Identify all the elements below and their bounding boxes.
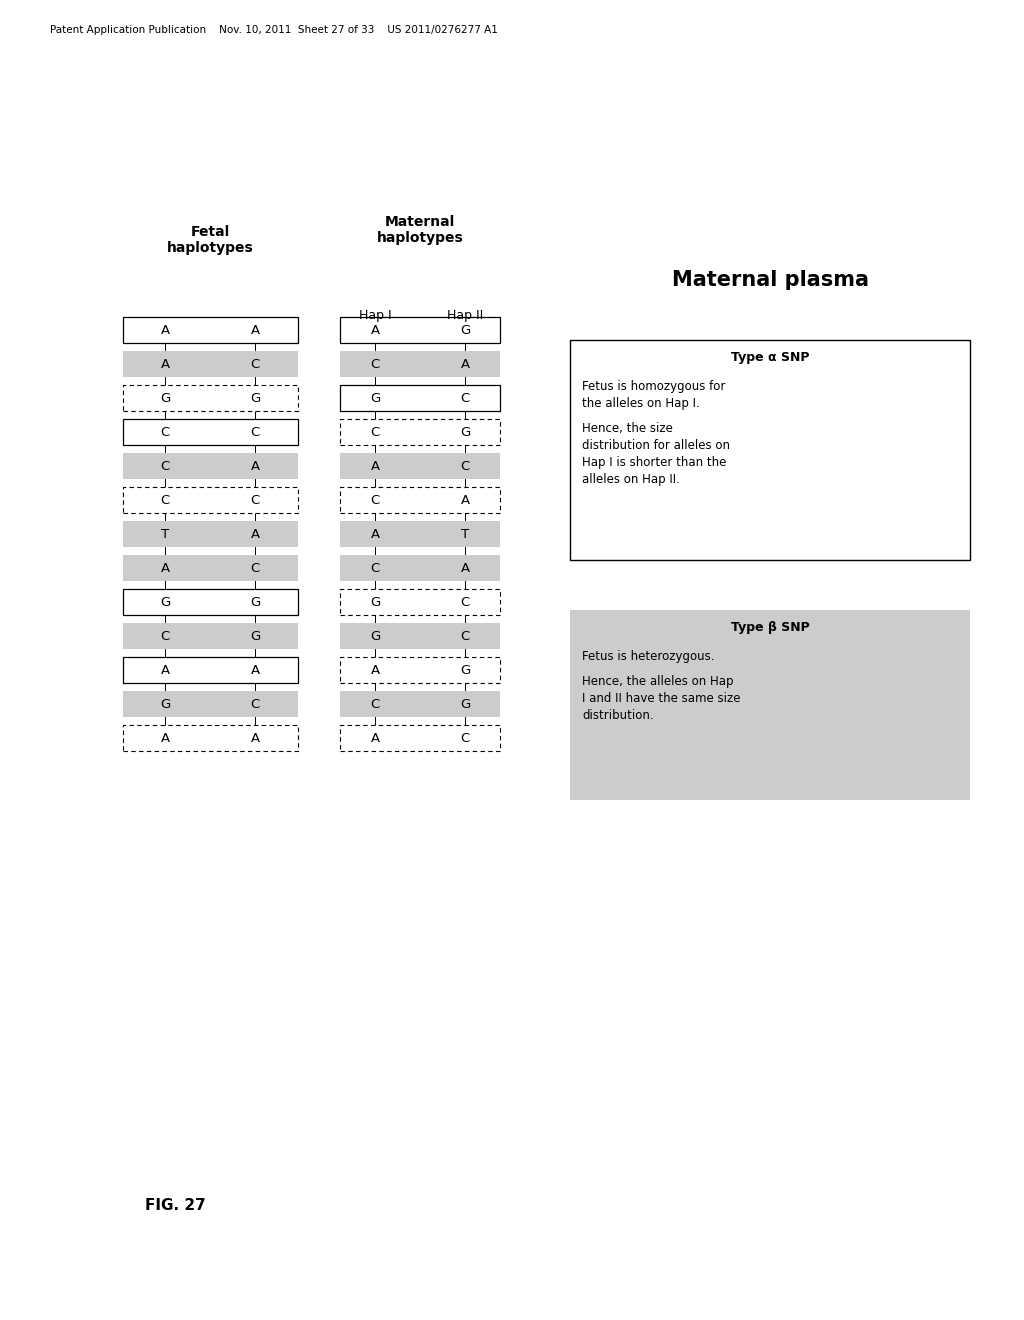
FancyBboxPatch shape xyxy=(123,418,298,445)
Text: C: C xyxy=(371,561,380,574)
Text: G: G xyxy=(460,697,470,710)
Text: T: T xyxy=(461,528,469,540)
Text: C: C xyxy=(461,731,470,744)
Text: C: C xyxy=(461,392,470,404)
Text: A: A xyxy=(251,323,259,337)
FancyBboxPatch shape xyxy=(340,351,500,378)
Text: A: A xyxy=(251,528,259,540)
FancyBboxPatch shape xyxy=(123,690,298,717)
Text: Type β SNP: Type β SNP xyxy=(731,622,809,635)
Text: Maternal
haplotypes: Maternal haplotypes xyxy=(377,215,464,246)
FancyBboxPatch shape xyxy=(340,487,500,513)
Text: C: C xyxy=(161,425,170,438)
Text: C: C xyxy=(161,494,170,507)
Text: G: G xyxy=(160,697,170,710)
Text: the alleles on Hap I.: the alleles on Hap I. xyxy=(582,397,699,411)
Text: A: A xyxy=(251,664,259,676)
Text: Hap II: Hap II xyxy=(446,309,483,322)
Text: G: G xyxy=(370,595,380,609)
Text: Hap I is shorter than the: Hap I is shorter than the xyxy=(582,455,726,469)
Text: Hap I: Hap I xyxy=(358,309,391,322)
Text: C: C xyxy=(461,595,470,609)
FancyBboxPatch shape xyxy=(123,351,298,378)
FancyBboxPatch shape xyxy=(570,610,970,800)
Text: I and II have the same size: I and II have the same size xyxy=(582,692,740,705)
Text: alleles on Hap II.: alleles on Hap II. xyxy=(582,473,680,486)
FancyBboxPatch shape xyxy=(123,657,298,682)
FancyBboxPatch shape xyxy=(123,487,298,513)
FancyBboxPatch shape xyxy=(340,725,500,751)
FancyBboxPatch shape xyxy=(123,453,298,479)
Text: C: C xyxy=(371,358,380,371)
Text: G: G xyxy=(370,630,380,643)
Text: G: G xyxy=(160,595,170,609)
Text: Fetal
haplotypes: Fetal haplotypes xyxy=(167,224,253,255)
Text: Fetus is homozygous for: Fetus is homozygous for xyxy=(582,380,725,393)
FancyBboxPatch shape xyxy=(340,385,500,411)
Text: A: A xyxy=(371,459,380,473)
Text: A: A xyxy=(161,731,170,744)
FancyBboxPatch shape xyxy=(123,554,298,581)
Text: G: G xyxy=(460,664,470,676)
Text: G: G xyxy=(250,630,260,643)
Text: A: A xyxy=(161,664,170,676)
Text: C: C xyxy=(161,630,170,643)
Text: C: C xyxy=(251,425,260,438)
Text: G: G xyxy=(370,392,380,404)
Text: C: C xyxy=(251,358,260,371)
Text: G: G xyxy=(160,392,170,404)
Text: A: A xyxy=(161,561,170,574)
Text: A: A xyxy=(461,561,470,574)
Text: C: C xyxy=(461,459,470,473)
Text: distribution for alleles on: distribution for alleles on xyxy=(582,440,730,451)
Text: A: A xyxy=(251,731,259,744)
Text: A: A xyxy=(461,494,470,507)
FancyBboxPatch shape xyxy=(340,657,500,682)
Text: Hence, the size: Hence, the size xyxy=(582,422,673,436)
FancyBboxPatch shape xyxy=(340,317,500,343)
Text: T: T xyxy=(161,528,169,540)
FancyBboxPatch shape xyxy=(123,725,298,751)
Text: Hence, the alleles on Hap: Hence, the alleles on Hap xyxy=(582,675,733,688)
Text: A: A xyxy=(371,323,380,337)
FancyBboxPatch shape xyxy=(340,521,500,546)
Text: C: C xyxy=(251,697,260,710)
Text: Maternal plasma: Maternal plasma xyxy=(672,271,868,290)
Text: C: C xyxy=(161,459,170,473)
Text: A: A xyxy=(461,358,470,371)
FancyBboxPatch shape xyxy=(123,623,298,649)
FancyBboxPatch shape xyxy=(570,341,970,560)
Text: A: A xyxy=(251,459,259,473)
Text: FIG. 27: FIG. 27 xyxy=(144,1197,206,1213)
Text: C: C xyxy=(251,494,260,507)
Text: G: G xyxy=(250,392,260,404)
Text: Patent Application Publication    Nov. 10, 2011  Sheet 27 of 33    US 2011/02762: Patent Application Publication Nov. 10, … xyxy=(50,25,498,36)
Text: A: A xyxy=(371,528,380,540)
Text: G: G xyxy=(460,425,470,438)
Text: Type α SNP: Type α SNP xyxy=(731,351,809,364)
FancyBboxPatch shape xyxy=(123,317,298,343)
FancyBboxPatch shape xyxy=(340,554,500,581)
Text: C: C xyxy=(461,630,470,643)
FancyBboxPatch shape xyxy=(340,690,500,717)
Text: C: C xyxy=(251,561,260,574)
Text: distribution.: distribution. xyxy=(582,709,653,722)
FancyBboxPatch shape xyxy=(123,521,298,546)
FancyBboxPatch shape xyxy=(123,589,298,615)
Text: G: G xyxy=(250,595,260,609)
FancyBboxPatch shape xyxy=(340,623,500,649)
Text: C: C xyxy=(371,494,380,507)
FancyBboxPatch shape xyxy=(340,453,500,479)
FancyBboxPatch shape xyxy=(340,418,500,445)
Text: A: A xyxy=(161,323,170,337)
Text: A: A xyxy=(371,664,380,676)
Text: A: A xyxy=(371,731,380,744)
Text: Fetus is heterozygous.: Fetus is heterozygous. xyxy=(582,649,715,663)
FancyBboxPatch shape xyxy=(340,589,500,615)
Text: C: C xyxy=(371,425,380,438)
Text: G: G xyxy=(460,323,470,337)
FancyBboxPatch shape xyxy=(123,385,298,411)
Text: C: C xyxy=(371,697,380,710)
Text: A: A xyxy=(161,358,170,371)
